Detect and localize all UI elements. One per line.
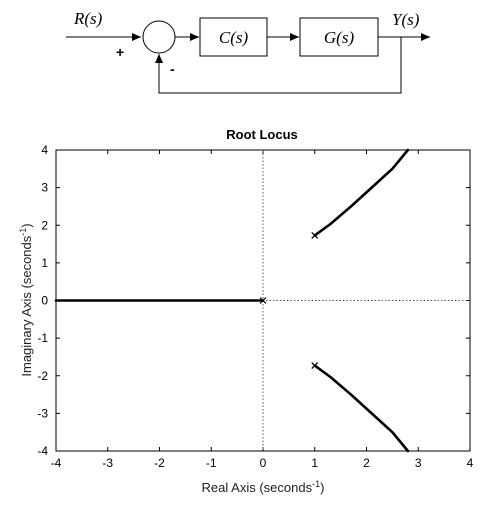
- summing-junction: [142, 20, 176, 54]
- y-tick-label: -4: [37, 444, 48, 458]
- y-tick-label: -2: [37, 369, 48, 383]
- pole-marker-3: [311, 362, 319, 370]
- chart-title: Root Locus: [226, 127, 298, 142]
- y-tick-label: -3: [37, 406, 48, 420]
- feedback-path: [155, 37, 402, 94]
- y-tick-label: 2: [41, 218, 48, 232]
- x-tick-label: -1: [206, 456, 217, 470]
- x-tick-label: 0: [260, 456, 267, 470]
- y-tick-label: 4: [41, 143, 48, 157]
- x-tick-label: 1: [311, 456, 318, 470]
- block-diagram: R(s) + C(s) G(s) Y(s) -: [66, 9, 430, 94]
- y-tick-labels: 4 3 2 1 0 -1 -2 -3 -4: [37, 143, 48, 458]
- x-tick-labels: -4 -3 -2 -1 0 1 2 3 4: [51, 456, 474, 470]
- plus-sign: +: [116, 44, 124, 60]
- pole-marker-1: [259, 297, 267, 304]
- controller-label: C(s): [219, 28, 249, 47]
- locus-branches: [54, 148, 410, 453]
- controller-block: [199, 17, 268, 57]
- plant-label: G(s): [324, 28, 355, 47]
- locus-branch-3: [313, 364, 410, 453]
- plant-block: [299, 17, 379, 57]
- root-locus-chart: Root Locus -4 -3 -2 -1 0 1 2 3 4 4 3 2 1 0 -1 -2 -3 -4 R…: [18, 127, 474, 495]
- input-label: R(s): [73, 9, 103, 28]
- y-axis-label: Imaginary Axis (seconds-1): [18, 223, 34, 376]
- x-tick-label: -4: [51, 456, 62, 470]
- x-tick-label: 4: [467, 456, 474, 470]
- x-tick-label: 2: [363, 456, 370, 470]
- y-tick-label: -1: [37, 331, 48, 345]
- x-tick-label: -2: [154, 456, 165, 470]
- y-tick-label: 3: [41, 181, 48, 195]
- minus-sign: -: [170, 61, 175, 77]
- y-tick-label: 0: [41, 294, 48, 308]
- pole-marker-2: [311, 231, 319, 239]
- x-tick-label: 3: [415, 456, 422, 470]
- open-loop-poles: [259, 231, 319, 370]
- x-axis-label: Real Axis (seconds-1): [202, 479, 325, 495]
- locus-branch-2: [313, 148, 410, 237]
- y-tick-label: 1: [41, 256, 48, 270]
- x-tick-label: -3: [102, 456, 113, 470]
- output-label: Y(s): [392, 10, 420, 29]
